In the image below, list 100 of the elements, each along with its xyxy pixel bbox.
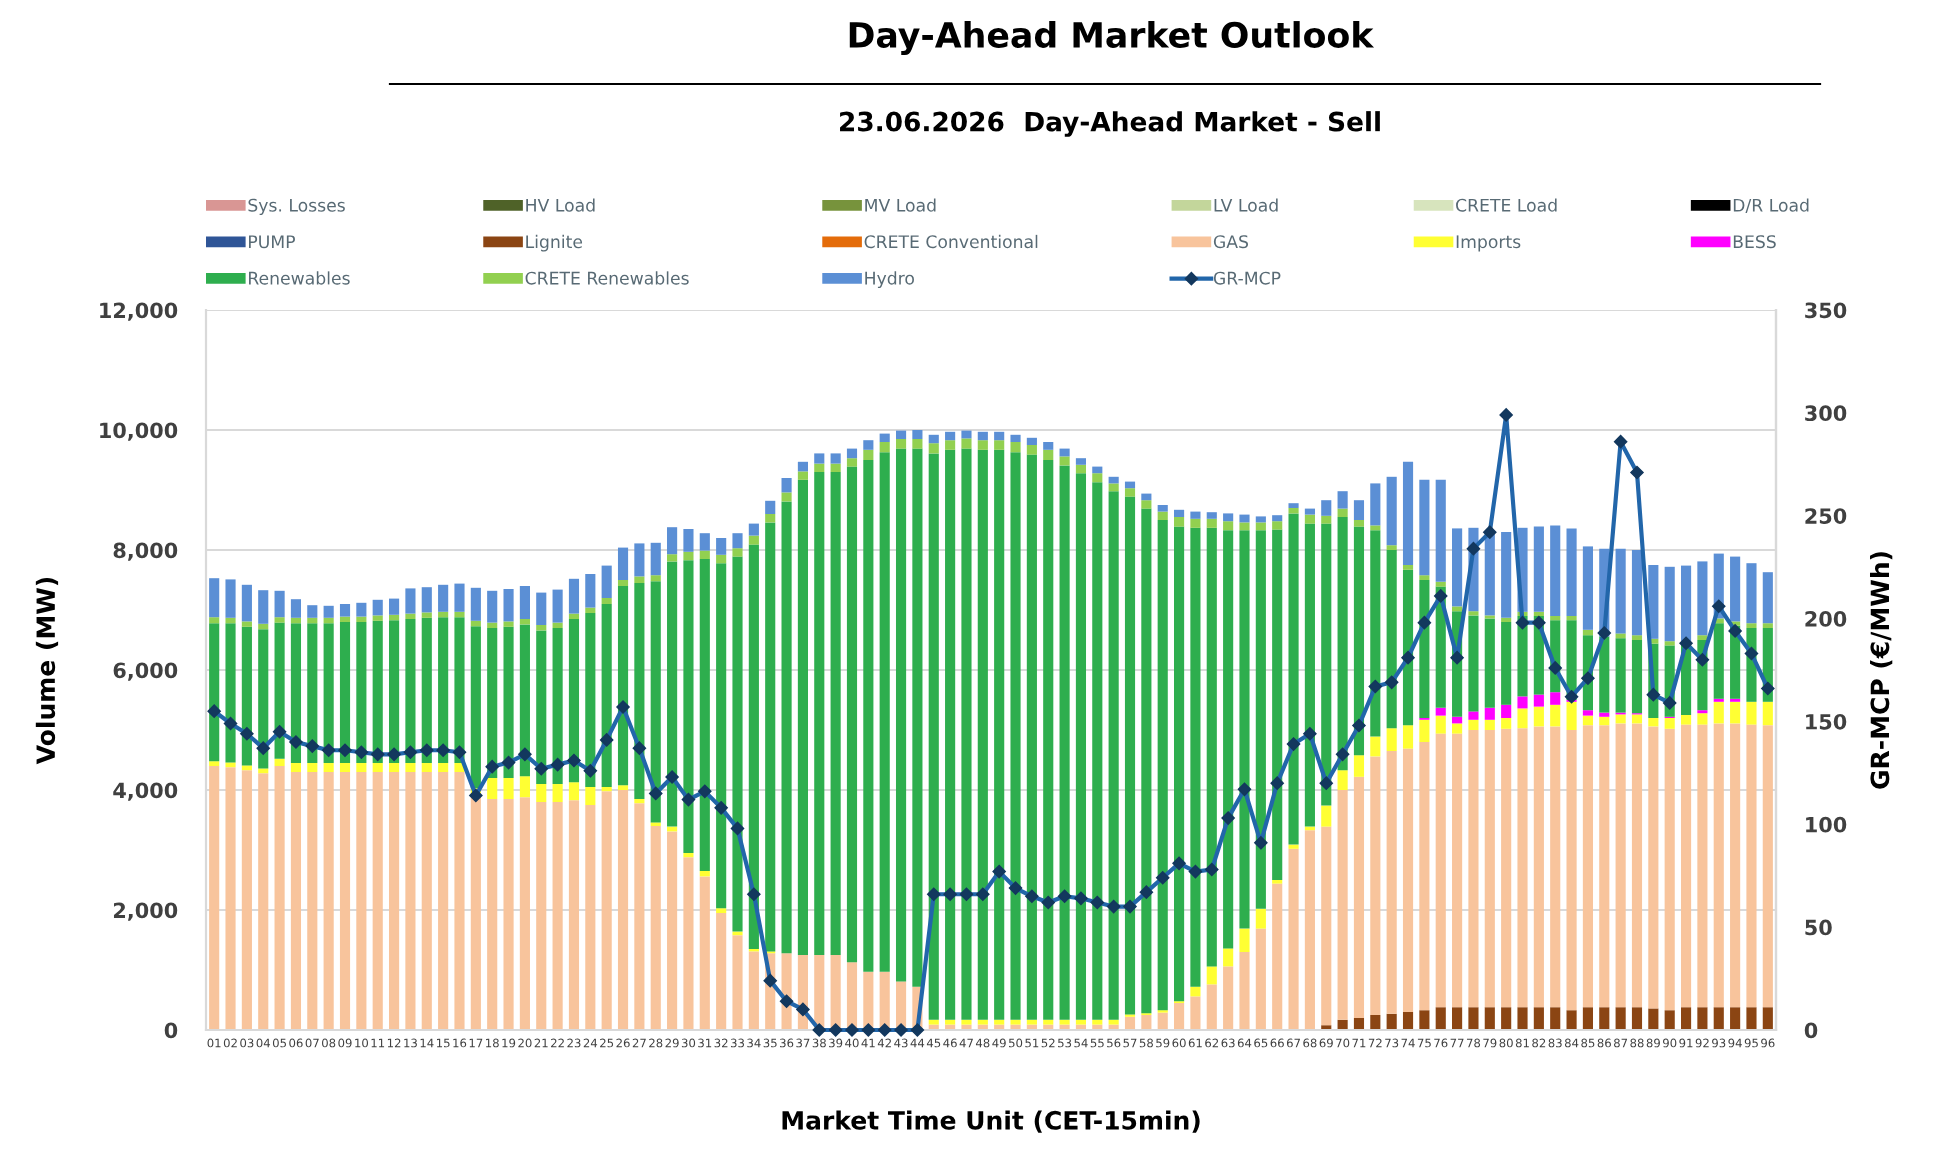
bar (1664, 718, 1675, 729)
bar (568, 578, 580, 614)
bar (912, 448, 923, 987)
bar (1386, 1013, 1397, 1030)
bar (748, 535, 759, 545)
bar (1370, 1015, 1381, 1030)
y2-tick-label: 200 (1805, 611, 1847, 627)
bar (1452, 528, 1463, 607)
bar (830, 453, 841, 464)
bar (339, 772, 351, 1030)
bar (879, 452, 890, 972)
bar (732, 556, 743, 932)
bar (1124, 1016, 1136, 1030)
bar (209, 766, 220, 1030)
y-tick-label: 12,000 (100, 302, 178, 321)
bar (994, 1019, 1005, 1025)
bar (928, 434, 939, 444)
bar (1419, 479, 1430, 576)
bar (650, 575, 661, 582)
bar (323, 772, 334, 1030)
bar (258, 768, 269, 774)
bar (339, 616, 351, 622)
bar (994, 440, 1005, 450)
bar (667, 554, 678, 562)
bar (258, 629, 269, 769)
bar (1484, 618, 1495, 708)
bar (1092, 1019, 1103, 1025)
bar (1615, 548, 1626, 634)
bar (503, 621, 514, 627)
bar (372, 772, 383, 1030)
bar (1370, 483, 1381, 526)
bar (1599, 1007, 1610, 1030)
bar (1435, 1007, 1446, 1030)
bar (339, 622, 351, 763)
bar (1108, 491, 1119, 1020)
legend-label: MV Load (865, 198, 936, 212)
bar (552, 802, 563, 1030)
bar (1762, 1007, 1773, 1030)
legend-label: HV Load (526, 198, 595, 212)
bar (258, 773, 269, 1030)
bar (503, 626, 514, 778)
bar (797, 479, 808, 955)
bar (1190, 511, 1201, 519)
bar (290, 599, 302, 618)
bar (961, 438, 972, 449)
bar (1174, 526, 1185, 1002)
bar (765, 514, 776, 523)
chart-subtitle: 23.06.2026 Day-Ahead Market - Sell (840, 111, 1380, 137)
bar (1353, 755, 1365, 777)
legend-label: CRETE Load (1456, 198, 1557, 212)
bar (1615, 1007, 1626, 1030)
bar (1075, 473, 1087, 1020)
y2-axis-title: GR-MCP (€/MWh) (1870, 552, 1893, 789)
bar (1582, 546, 1593, 630)
bar (912, 430, 923, 439)
bar (241, 621, 252, 627)
bar (879, 442, 890, 453)
bar (863, 449, 874, 460)
bar (1010, 434, 1021, 442)
bar (1402, 725, 1414, 749)
bar (1484, 719, 1495, 730)
bar (945, 449, 956, 1020)
bar (307, 763, 318, 772)
bar (601, 604, 612, 787)
bar (1402, 748, 1414, 1012)
bar (421, 587, 432, 613)
bar (601, 598, 612, 604)
bar (1075, 458, 1087, 465)
bar (1190, 996, 1201, 1030)
bar (814, 463, 825, 472)
bar (1272, 883, 1283, 1030)
bar (1468, 719, 1479, 730)
bar (1075, 464, 1087, 474)
bar (552, 628, 563, 784)
bar (405, 619, 416, 763)
chart-title: Day-Ahead Market Outlook (849, 21, 1375, 55)
bar (716, 913, 727, 1030)
legend-label: D/R Load (1733, 198, 1809, 214)
legend-label: PUMP (249, 235, 295, 249)
bar (1435, 479, 1446, 582)
bar (994, 431, 1005, 441)
bar (389, 772, 400, 1030)
bar (716, 563, 727, 909)
bar (1631, 714, 1643, 724)
bar (1631, 1007, 1643, 1030)
bar (1402, 1012, 1414, 1030)
bar (1402, 569, 1414, 726)
bar (307, 772, 318, 1030)
bar (814, 472, 825, 955)
bar (1517, 708, 1528, 729)
bar (1288, 513, 1299, 845)
bar (1223, 513, 1234, 522)
bar (683, 560, 694, 853)
y-axis-title: Volume (MW) (35, 577, 59, 765)
bar (1615, 714, 1626, 724)
bar (1174, 1003, 1185, 1030)
bar (1321, 515, 1332, 524)
y2-tick-label: 50 (1805, 919, 1832, 936)
bar (617, 586, 629, 786)
bar (1468, 615, 1479, 712)
